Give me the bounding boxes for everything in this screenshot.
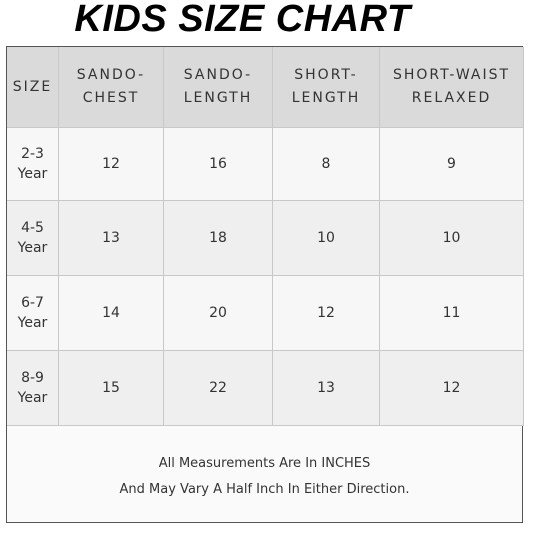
cell-line: 6-7 (21, 295, 44, 311)
measure-cell: 20 (164, 276, 273, 351)
note-line: And May Vary A Half Inch In Either Direc… (119, 482, 410, 497)
cell-line: 8-9 (21, 370, 44, 386)
measure-cell: 16 (164, 128, 273, 201)
measure-cell: 15 (59, 351, 164, 426)
measure-cell: 10 (273, 201, 380, 276)
header-cell: SIZE (7, 47, 59, 128)
measure-cell: 22 (164, 351, 273, 426)
measure-cell: 10 (380, 201, 524, 276)
header-cell: SANDO- LENGTH (164, 47, 273, 128)
size-cell: 4-5 Year (7, 201, 59, 276)
size-cell: 8-9 Year (7, 351, 59, 426)
cell-line: CHEST (82, 90, 140, 106)
header-cell: SANDO- CHEST (59, 47, 164, 128)
cell-line: LENGTH (291, 90, 361, 106)
cell-line: Year (17, 390, 48, 406)
measure-cell: 12 (273, 276, 380, 351)
measure-cell: 12 (380, 351, 524, 426)
cell-line: Year (17, 166, 48, 182)
cell-line: LENGTH (183, 90, 253, 106)
measure-cell: 12 (59, 128, 164, 201)
measure-cell: 9 (380, 128, 524, 201)
size-table: SIZE SANDO- CHEST SANDO- LENGTH SHORT- LENGTH S… (6, 46, 524, 523)
header-cell: SHORT-WAIST RELAXED (380, 47, 524, 128)
note: All Measurements Are In INCHES And May Va… (7, 447, 522, 507)
measure-cell: 11 (380, 276, 524, 351)
size-cell: 6-7 Year (7, 276, 59, 351)
measure-cell: 14 (59, 276, 164, 351)
cell-line: SANDO- (76, 67, 146, 83)
cell-line: Year (17, 315, 48, 331)
cell-line: 2-3 (21, 146, 44, 162)
cell-line: 4-5 (21, 220, 44, 236)
cell-line: SHORT- (294, 67, 358, 83)
cell-line: SANDO- (183, 67, 253, 83)
measure-cell: 13 (273, 351, 380, 426)
header-cell: SHORT- LENGTH (273, 47, 380, 128)
title: KIDS SIZE CHART (74, 0, 411, 40)
measure-cell: 13 (59, 201, 164, 276)
note-line: All Measurements Are In INCHES (158, 456, 371, 471)
cell-line: SIZE (12, 78, 53, 95)
cell-line: Year (17, 240, 48, 256)
cell-line: RELAXED (411, 90, 492, 106)
measure-cell: 18 (164, 201, 273, 276)
size-cell: 2-3 Year (7, 128, 59, 201)
cell-line: SHORT-WAIST (392, 67, 511, 83)
measure-cell: 8 (273, 128, 380, 201)
